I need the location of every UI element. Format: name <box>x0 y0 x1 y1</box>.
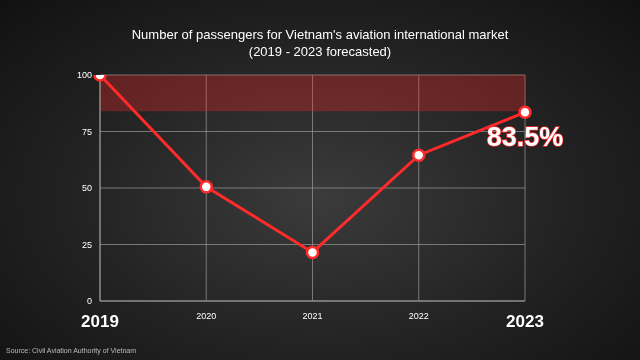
svg-text:25: 25 <box>82 240 92 250</box>
html-text:(2019 - 2023 forecasted): (2019 - 2023 forecasted) <box>248 44 392 59</box>
svg-text:2021: 2021 <box>302 311 322 321</box>
svg-text:0: 0 <box>87 296 92 306</box>
svg-text:50: 50 <box>82 183 92 193</box>
svg-text:2019: 2019 <box>81 312 119 331</box>
svg-text:100: 100 <box>77 70 92 80</box>
html-text:Source: Civil Aviation Authori: Source: Civil Aviation Authority of Viet… <box>6 347 137 354</box>
svg-text:83.5%: 83.5% <box>487 122 564 152</box>
svg-text:75: 75 <box>82 127 92 137</box>
svg-text:2023: 2023 <box>506 312 544 331</box>
html-text:Number of passengers for Vietn: Number of passengers for Vietnam's aviat… <box>131 27 509 42</box>
svg-text:2020: 2020 <box>196 311 216 321</box>
svg-text:2022: 2022 <box>409 311 429 321</box>
